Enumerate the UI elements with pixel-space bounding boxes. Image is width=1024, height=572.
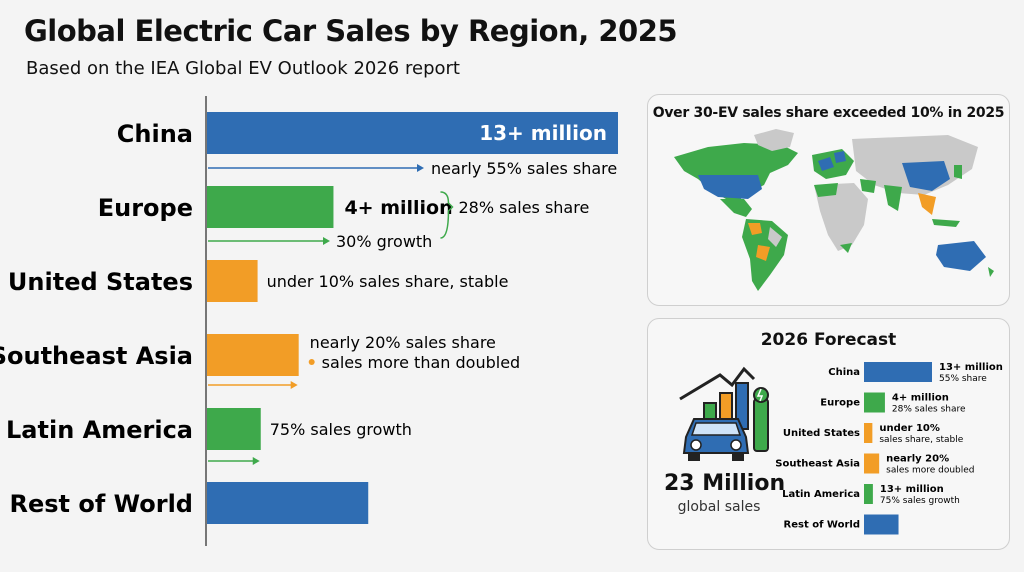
world-map bbox=[674, 129, 994, 291]
data-label: 4+ million bbox=[344, 197, 452, 219]
japan-korea bbox=[954, 165, 962, 179]
category-label: United States bbox=[783, 428, 860, 439]
category-label: Rest of World bbox=[784, 520, 860, 531]
annotation-label: nearly 20% sales share bbox=[310, 333, 496, 352]
annotation-label: sales more than doubled bbox=[322, 353, 521, 372]
data-label: 13+ million bbox=[880, 484, 944, 495]
arrow-marker bbox=[208, 381, 298, 389]
category-label: Europe bbox=[820, 398, 860, 409]
china-region bbox=[902, 161, 950, 191]
brace-marker bbox=[440, 191, 454, 239]
annotation-label: sales share, stable bbox=[879, 435, 963, 445]
annotation-label: sales more doubled bbox=[886, 466, 974, 476]
category-label: Rest of World bbox=[9, 490, 193, 518]
category-label: Southeast Asia bbox=[775, 459, 860, 470]
arrow-marker bbox=[208, 237, 330, 245]
annotation-label: 55% share bbox=[939, 374, 987, 384]
arrow-marker bbox=[208, 457, 260, 465]
bar bbox=[864, 423, 873, 443]
bar bbox=[207, 260, 258, 302]
africa-landmass bbox=[814, 183, 868, 251]
arrow-marker bbox=[208, 164, 424, 172]
europe-landmass bbox=[812, 149, 854, 179]
category-label: Latin America bbox=[782, 489, 860, 500]
annotation-label: 28% sales share bbox=[458, 198, 589, 217]
chart-subtitle: Based on the IEA Global EV Outlook 2026 … bbox=[26, 58, 460, 79]
africa-green-1 bbox=[814, 183, 838, 197]
bar bbox=[207, 186, 334, 228]
bar bbox=[864, 514, 899, 535]
europe-blue-1 bbox=[818, 157, 834, 171]
map-panel: Over 30-EV sales share exceeded 10% in 2… bbox=[647, 94, 1010, 306]
africa-green-2 bbox=[840, 243, 852, 253]
global-sales-total: 23 Million bbox=[664, 471, 786, 496]
bullet-marker bbox=[308, 359, 315, 365]
south-america-grey bbox=[768, 227, 782, 247]
annotation-label: nearly 55% sales share bbox=[431, 159, 617, 178]
data-label: 13+ million bbox=[939, 362, 1003, 373]
annotation-label: under 10% sales share, stable bbox=[267, 272, 509, 291]
bar bbox=[207, 334, 299, 376]
car-charger-icon bbox=[679, 366, 769, 461]
global-sales-caption: global sales bbox=[677, 499, 761, 515]
indonesia bbox=[932, 219, 960, 227]
greenland bbox=[754, 129, 794, 151]
middle-east-green bbox=[860, 179, 876, 193]
annotation-label: 28% sales share bbox=[892, 405, 966, 415]
annotation-label: 30% growth bbox=[336, 232, 432, 251]
south-america-orange-2 bbox=[756, 245, 770, 261]
new-zealand bbox=[988, 267, 994, 277]
chart-title: Global Electric Car Sales by Region, 202… bbox=[24, 14, 678, 48]
category-label: Europe bbox=[98, 194, 193, 222]
annotation-label: 75% sales growth bbox=[270, 420, 412, 439]
data-label: 4+ million bbox=[892, 393, 949, 404]
united-states-region bbox=[698, 175, 762, 199]
forecast-title: 2026 Forecast bbox=[760, 330, 897, 350]
forecast-panel: 2026 Forecast 23 Million global sales Ch… bbox=[647, 318, 1010, 550]
main-bar-chart: China 13+ million nearly 55% sales share Eu… bbox=[0, 96, 618, 546]
south-america-orange-1 bbox=[748, 223, 762, 235]
bar bbox=[207, 112, 618, 154]
india-region bbox=[884, 185, 902, 211]
annotation-label: 75% sales growth bbox=[880, 496, 960, 506]
bar bbox=[864, 362, 932, 382]
mexico-central-america bbox=[720, 199, 752, 217]
data-label: 13+ million bbox=[479, 121, 607, 145]
data-label: under 10% bbox=[879, 423, 940, 434]
category-label: Southeast Asia bbox=[0, 342, 193, 370]
category-label: China bbox=[117, 120, 193, 148]
europe-blue-2 bbox=[834, 151, 846, 163]
australia bbox=[936, 241, 986, 271]
bar bbox=[207, 482, 369, 524]
data-label: nearly 20% bbox=[886, 454, 949, 465]
bar bbox=[864, 453, 880, 474]
category-label: United States bbox=[8, 268, 193, 296]
bar bbox=[207, 408, 261, 450]
southeast-asia-region bbox=[918, 193, 936, 215]
category-label: Latin America bbox=[6, 416, 193, 444]
category-label: China bbox=[828, 367, 860, 378]
map-title: Over 30-EV sales share exceeded 10% in 2… bbox=[652, 105, 1005, 121]
bar bbox=[864, 484, 873, 504]
north-america-landmass bbox=[674, 143, 798, 203]
bar bbox=[864, 392, 885, 413]
